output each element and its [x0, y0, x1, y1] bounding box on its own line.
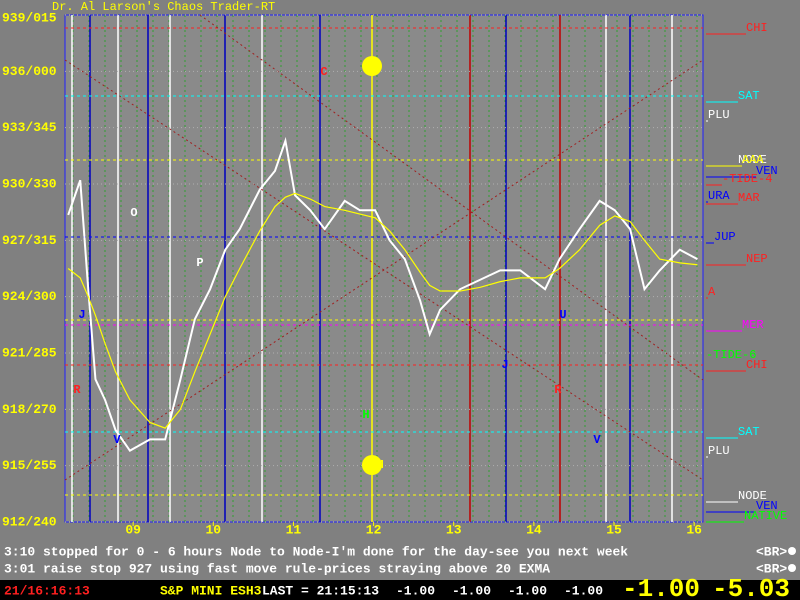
status-clock: 21/16:16:13	[4, 583, 90, 598]
annotation: CHI	[746, 358, 768, 372]
planet-marker: R	[73, 383, 81, 397]
y-tick-label: 930/330	[2, 176, 57, 191]
status-symbol: S&P MINI ESH3	[160, 583, 262, 598]
y-tick-label: 936/000	[2, 64, 57, 79]
message: 3:10 stopped for 0 - 6 hours Node to Nod…	[4, 544, 628, 559]
planet-marker: C	[320, 65, 327, 79]
status-big: -5.03	[712, 574, 790, 600]
y-tick-label: 921/285	[2, 345, 57, 360]
button[interactable]: <BR>	[756, 561, 787, 576]
annotation: VEN	[756, 499, 778, 513]
plot-area	[64, 14, 704, 523]
deco-diagonal	[199, 14, 704, 381]
planet-marker: J	[501, 358, 508, 372]
moon-icon	[362, 455, 382, 475]
button[interactable]: <BR>	[756, 544, 787, 559]
status-change: -1.00	[564, 583, 603, 598]
status-change: -1.00	[508, 583, 547, 598]
y-tick-label: 939/015	[2, 10, 57, 25]
annotation: MER	[742, 318, 764, 332]
status-last: LAST = 21:15:13	[262, 583, 379, 598]
series-line	[67, 192, 698, 429]
annotation: PLU	[708, 444, 730, 458]
planet-marker: V	[113, 433, 121, 447]
annotation: SAT	[738, 89, 760, 103]
planet-marker: U	[559, 308, 566, 322]
annotation: -TIDE-6	[706, 348, 756, 362]
status-change: -1.00	[396, 583, 435, 598]
y-tick-label: 918/270	[2, 402, 57, 417]
x-tick-label: 14	[526, 522, 542, 537]
x-tick-label: 09	[125, 522, 141, 537]
annotation: VEN	[756, 164, 778, 178]
planet-marker: V	[593, 433, 601, 447]
annotation: NODE	[738, 489, 767, 503]
button-icon[interactable]	[788, 547, 796, 555]
annotation: AAA	[742, 153, 764, 167]
planet-marker: H	[362, 408, 369, 422]
chart-title: Dr. Al Larson's Chaos Trader-RT	[52, 0, 275, 14]
annotation: CHI	[746, 21, 768, 35]
status-big: -1.00	[622, 574, 700, 600]
x-tick-label: 11	[286, 522, 302, 537]
annotation: NODE	[738, 153, 767, 167]
planet-marker: O	[130, 206, 137, 220]
annotation: -TIDE-4	[722, 172, 772, 186]
y-tick-label: 933/345	[2, 120, 57, 135]
annotation: PLU	[708, 108, 730, 122]
button-icon[interactable]	[788, 564, 796, 572]
planet-marker: R	[554, 383, 562, 397]
annotation: SAT	[738, 425, 760, 439]
annotation: A	[708, 285, 716, 299]
x-tick-label: 16	[686, 522, 702, 537]
series-line	[67, 136, 698, 452]
message: 3:01 raise stop 927 using fast move rule…	[4, 561, 550, 576]
planet-marker: J	[78, 308, 85, 322]
plot-layer	[67, 33, 756, 523]
x-tick-label: 10	[205, 522, 221, 537]
annotation: MAR	[738, 191, 760, 205]
planet-marker: P	[196, 256, 203, 270]
annotation: NEP	[746, 252, 768, 266]
status-change: -1.00	[452, 583, 491, 598]
y-tick-label: 927/315	[2, 233, 57, 248]
x-tick-label: 12	[366, 522, 382, 537]
y-tick-label: 915/255	[2, 458, 57, 473]
planet-marker: M	[376, 458, 383, 472]
annotation: NATIVE	[744, 509, 787, 523]
moon-icon	[362, 56, 382, 76]
x-tick-label: 15	[606, 522, 622, 537]
status-bar	[0, 580, 800, 600]
annotation: JUP	[714, 230, 736, 244]
deco-diagonal	[64, 59, 704, 481]
y-tick-label: 924/300	[2, 289, 57, 304]
annotation: URA	[708, 189, 730, 203]
x-tick-label: 13	[446, 522, 462, 537]
y-tick-label: 912/240	[2, 514, 57, 529]
